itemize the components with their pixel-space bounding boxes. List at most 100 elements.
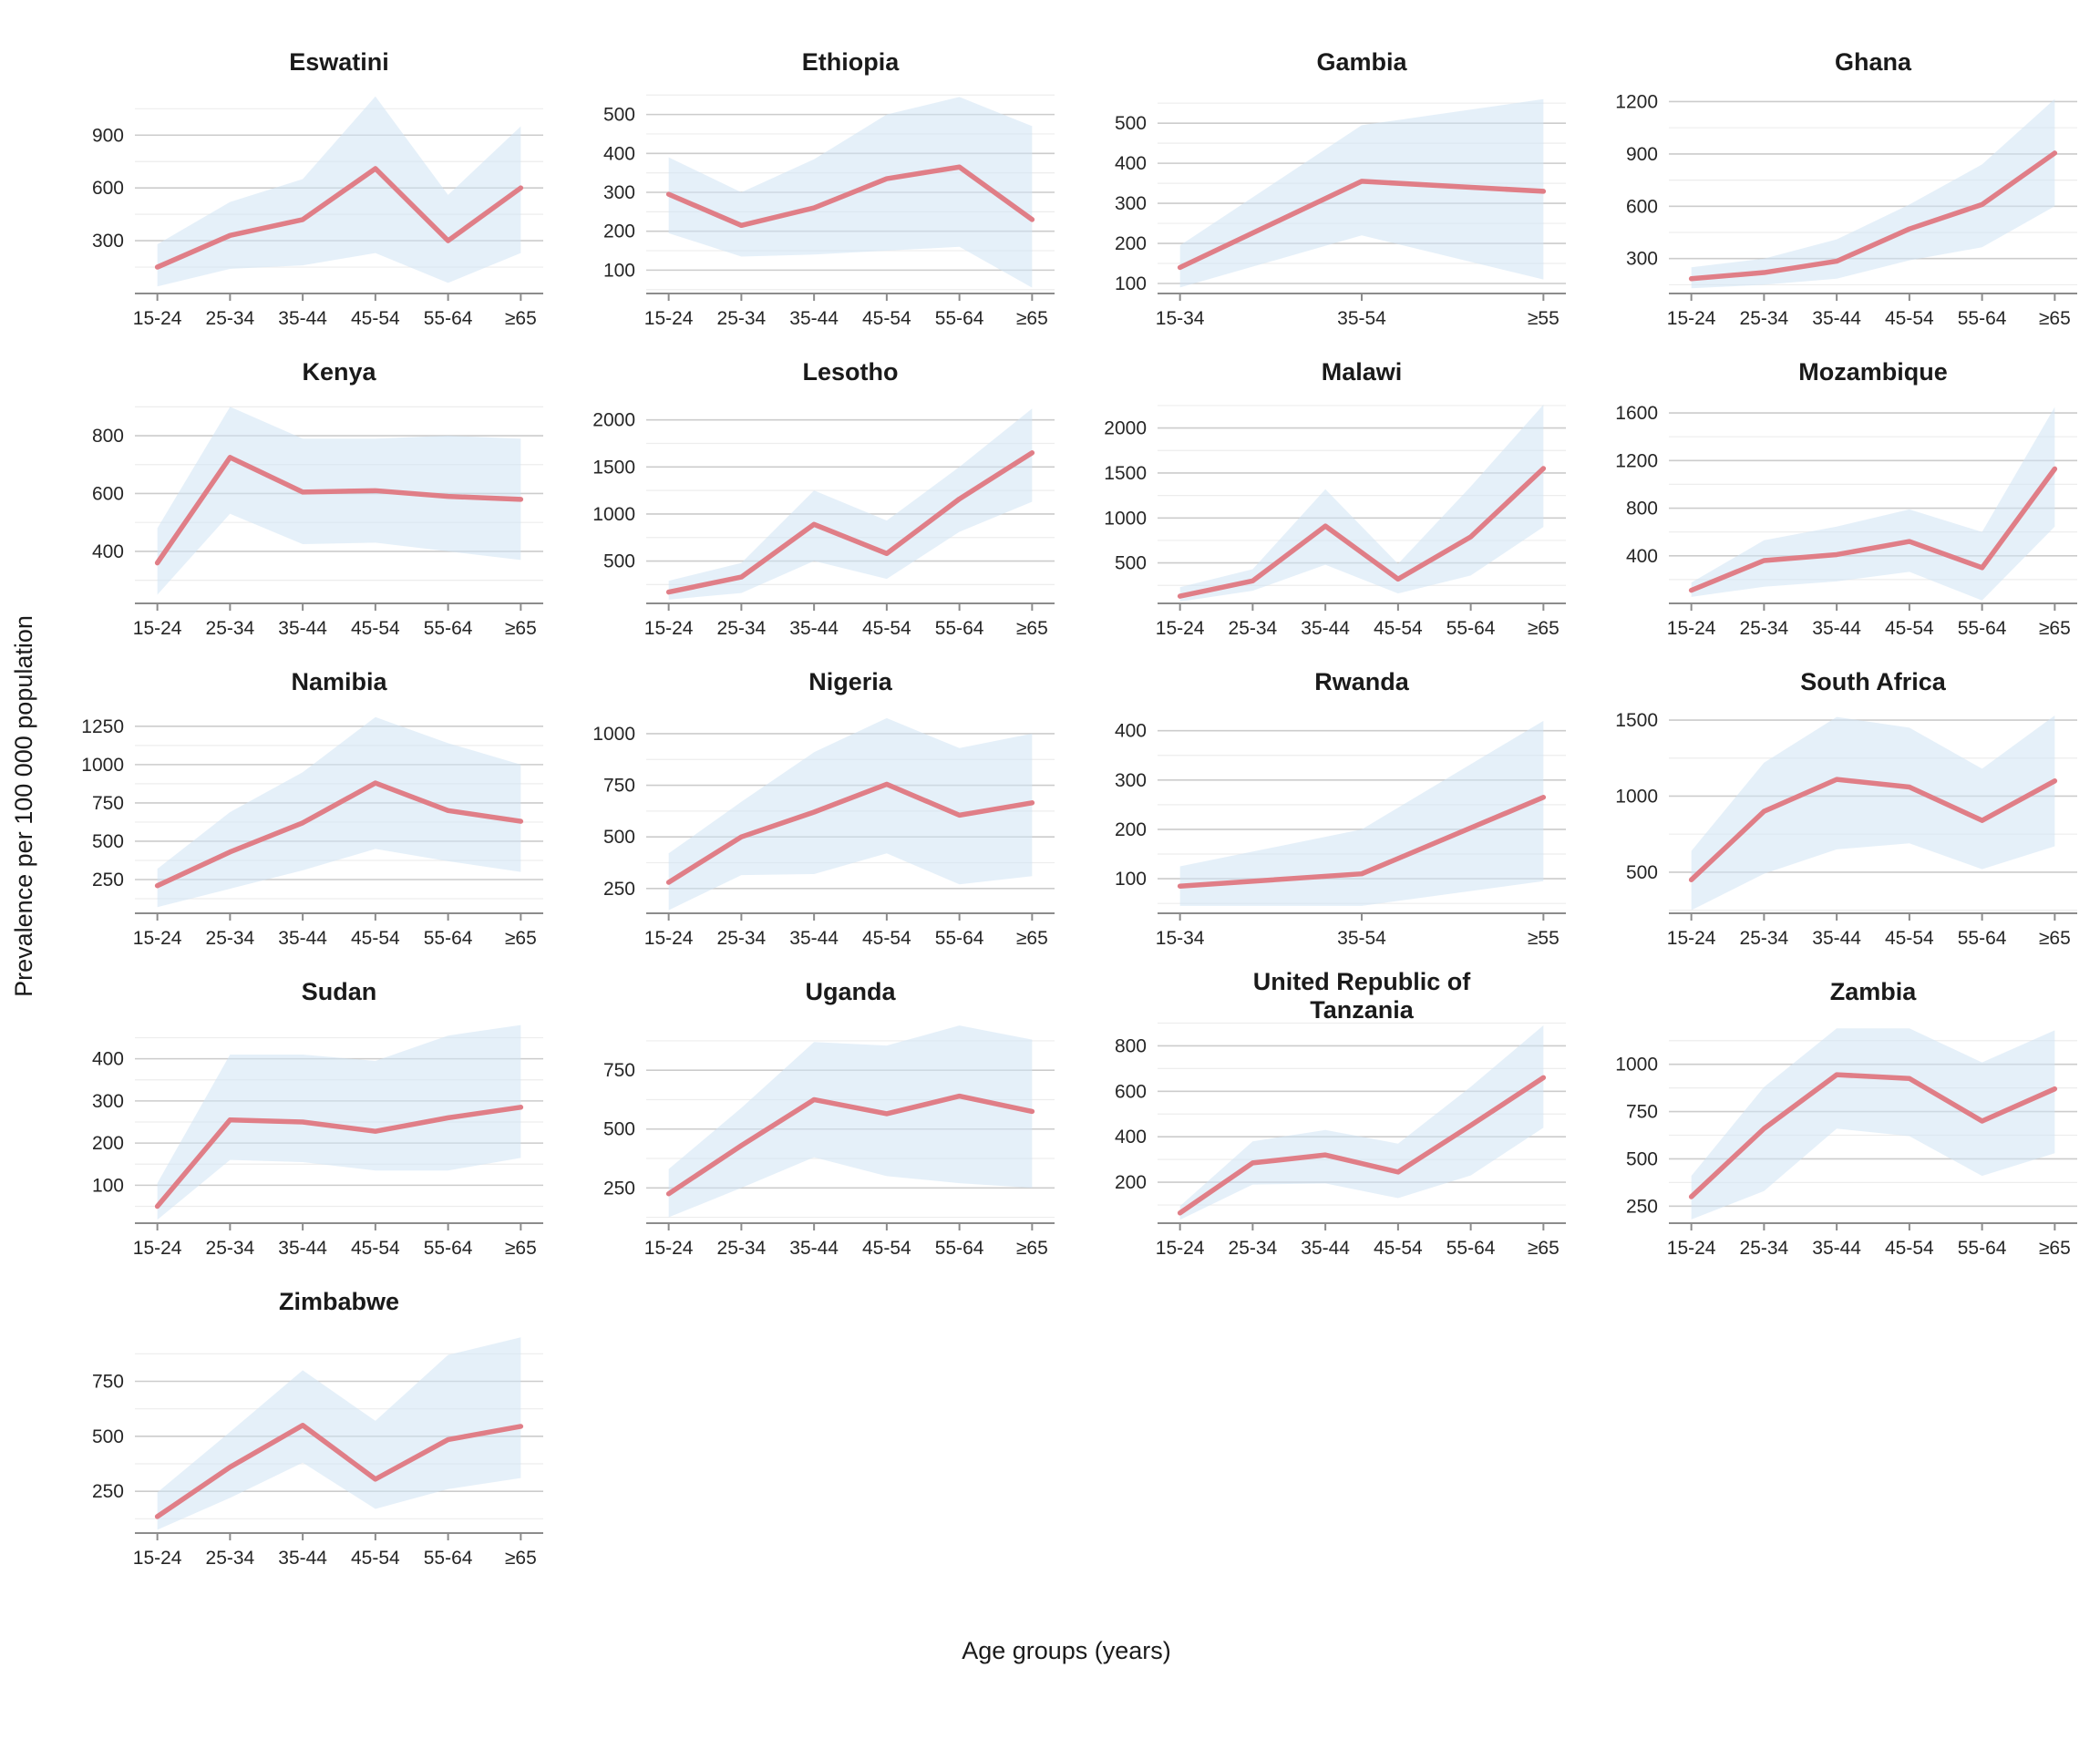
x-tick-label: 45-54	[862, 1238, 911, 1259]
panel-title: Uganda	[805, 977, 896, 1005]
x-tick-label: 45-54	[351, 1238, 400, 1259]
y-tick-label: 400	[603, 143, 635, 164]
y-tick-label: 500	[603, 827, 635, 848]
x-tick-label: 35-44	[1812, 308, 1861, 329]
uncertainty-band	[668, 408, 1033, 600]
x-tick-label: 35-44	[278, 618, 327, 639]
panel-ethiopia: 100 200 300 400 500 15-24 25-34 35-44 45-54 55-64…	[555, 31, 1066, 337]
x-tick-label: 15-24	[644, 308, 694, 329]
x-tick-label: 55-64	[935, 308, 984, 329]
y-tick-labels: 100 200 300 400	[1115, 721, 1147, 890]
y-tick-labels: 100 200 300 400 500	[1115, 113, 1147, 294]
y-tick-labels: 250 500 750 1000 1250	[81, 716, 124, 890]
panel-chart: 300 600 900 15-24 25-34 35-44 45-54 55-64 ≥65	[92, 96, 543, 329]
x-tick-label: 25-34	[1229, 618, 1278, 639]
x-tick-label: ≥65	[505, 308, 537, 329]
y-tick-label: 100	[1115, 869, 1147, 890]
x-axis: 15-24 25-34 35-44 45-54 55-64 ≥65	[133, 1222, 543, 1259]
panel-rwanda: 100 200 300 400 15-34 35-54 ≥55 Rwanda	[1066, 651, 1578, 957]
panel-malawi: 500 1000 1500 2000 15-24 25-34 35-44 45-54 55-64…	[1066, 341, 1578, 647]
x-tick-label: ≥65	[2039, 618, 2071, 639]
x-axis: 15-24 25-34 35-44 45-54 55-64 ≥65	[133, 293, 543, 329]
panel-title: United Republic of Tanzania	[1252, 968, 1471, 1024]
y-tick-label: 500	[603, 551, 635, 572]
panel-namibia: 250 500 750 1000 1250 15-24 25-34 35-44 45-54 55-…	[44, 651, 555, 957]
uncertainty-band	[1691, 715, 2055, 911]
x-tick-label: ≥65	[1016, 618, 1048, 639]
panel-chart: 100 200 300 400 500 15-24 25-34 35-44 45-54 55-64…	[603, 94, 1055, 329]
y-tick-label: 200	[1115, 819, 1147, 840]
panel-chart: 250 500 750 15-24 25-34 35-44 45-54 55-64 ≥65	[92, 1337, 543, 1569]
uncertainty-band	[1179, 720, 1544, 906]
x-tick-label: ≥65	[505, 618, 537, 639]
x-tick-label: 15-24	[1156, 618, 1205, 639]
x-tick-label: 25-34	[717, 308, 767, 329]
y-tick-label: 400	[1115, 721, 1147, 742]
prevalence-line	[1177, 179, 1547, 271]
panel-title: Sudan	[301, 977, 377, 1005]
x-tick-label: 15-24	[644, 928, 694, 949]
y-tick-labels: 300 600 900	[92, 125, 124, 252]
y-tick-label: 2000	[592, 410, 635, 431]
x-tick-label: 35-54	[1337, 308, 1386, 329]
y-tick-label: 750	[1626, 1102, 1658, 1123]
y-tick-labels: 250 500 750 1000	[592, 724, 635, 900]
y-tick-label: 400	[1626, 546, 1658, 567]
x-tick-label: 45-54	[351, 618, 400, 639]
panel-zambia: 250 500 750 1000 15-24 25-34 35-44 45-54 55-64 ≥6…	[1578, 961, 2089, 1267]
x-tick-label: 15-24	[644, 1238, 694, 1259]
uncertainty-band	[668, 717, 1033, 911]
y-tick-label: 750	[603, 1060, 635, 1081]
x-tick-label: 55-64	[1446, 1238, 1496, 1259]
y-tick-label: 1500	[1615, 710, 1658, 731]
x-tick-label: 25-34	[206, 1238, 255, 1259]
uncertainty-band	[1691, 98, 2055, 289]
x-tick-label: 45-54	[862, 308, 911, 329]
x-tick-label: 55-64	[424, 618, 473, 639]
prevalence-line	[1688, 150, 2058, 282]
x-tick-label: ≥65	[1016, 1238, 1048, 1259]
y-axis-label-text: Prevalence per 100 000 population	[9, 614, 37, 997]
y-tick-labels: 400 800 1200 1600	[1615, 403, 1658, 567]
x-tick-label: 45-54	[351, 928, 400, 949]
panel-chart: 100 200 300 400 15-34 35-54 ≥55	[1115, 720, 1566, 949]
x-tick-label: 45-54	[862, 618, 911, 639]
panel-chart: 250 500 750 1000 15-24 25-34 35-44 45-54 55-64 ≥6…	[1615, 1028, 2077, 1259]
prevalence-line	[1688, 777, 2058, 883]
y-tick-label: 200	[1115, 1172, 1147, 1193]
y-tick-labels: 100 200 300 400 500	[603, 105, 635, 282]
x-tick-label: 55-64	[935, 618, 984, 639]
prevalence-line	[1688, 466, 2058, 593]
x-tick-label: 55-64	[424, 308, 473, 329]
uncertainty-band	[1179, 404, 1544, 602]
x-tick-label: 45-54	[351, 308, 400, 329]
x-tick-label: ≥65	[1016, 928, 1048, 949]
x-tick-label: ≥65	[2039, 1238, 2071, 1259]
x-tick-label: 35-44	[789, 618, 839, 639]
panel-chart: 400 800 1200 1600 15-24 25-34 35-44 45-54 55-64 ≥…	[1615, 403, 2077, 639]
y-tick-label: 1250	[81, 716, 124, 737]
x-tick-label: 35-44	[278, 308, 327, 329]
x-tick-label: 55-64	[1958, 1238, 2007, 1259]
x-tick-label: 35-44	[1301, 618, 1350, 639]
y-tick-labels: 250 500 750 1000	[1615, 1055, 1658, 1218]
prevalence-line	[1688, 1072, 2058, 1199]
y-tick-label: 100	[92, 1175, 124, 1196]
x-axis: 15-24 25-34 35-44 45-54 55-64 ≥65	[1156, 1222, 1566, 1259]
uncertainty-band	[157, 407, 521, 595]
x-tick-label: 25-34	[717, 1238, 767, 1259]
y-tick-label: 500	[1115, 113, 1147, 134]
x-axis: 15-24 25-34 35-44 45-54 55-64 ≥65	[133, 912, 543, 949]
x-tick-label: 35-44	[1812, 618, 1861, 639]
y-tick-label: 500	[603, 1119, 635, 1140]
uncertainty-band	[157, 716, 521, 908]
x-tick-label: 15-24	[133, 1238, 182, 1259]
y-axis-label: Prevalence per 100 000 population	[4, 31, 44, 1580]
y-tick-label: 250	[92, 870, 124, 890]
x-tick-label: 45-54	[1885, 618, 1934, 639]
panel-united-republic-of-tanzania: 200 400 600 800 15-24 25-34 35-44 45-54 55-64 ≥65…	[1066, 961, 1578, 1267]
prevalence-line	[665, 781, 1035, 885]
y-tick-label: 1000	[81, 755, 124, 776]
x-tick-label: 25-34	[1740, 928, 1789, 949]
y-tick-label: 900	[92, 125, 124, 146]
